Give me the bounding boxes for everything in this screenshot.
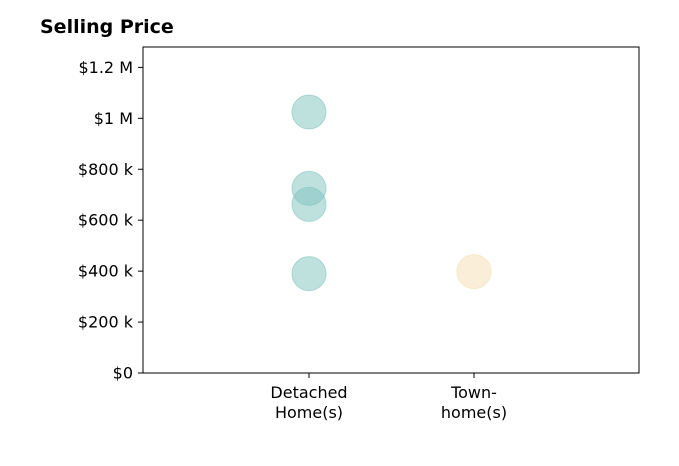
x-tick-label: Home(s) (275, 403, 343, 422)
y-tick-label: $800 k (78, 160, 134, 179)
y-tick-label: $1 M (94, 109, 133, 128)
x-tick-label: Town- (450, 383, 497, 402)
y-tick-label: $0 (113, 364, 133, 383)
marks-layer (291, 94, 492, 292)
y-tick-label: $1.2 M (78, 58, 133, 77)
x-tick-label: Detached (270, 383, 347, 402)
y-tick-label: $200 k (78, 313, 134, 332)
data-point (291, 186, 327, 222)
chart-title: Selling Price (40, 16, 174, 38)
plot-frame (142, 46, 640, 374)
x-tick-label: home(s) (441, 403, 507, 422)
axes-layer: $0 $200 k $400 k $600 k $800 k $1 M $1.2 M Deta… (78, 46, 640, 422)
data-point (291, 94, 327, 130)
y-tick-label: $400 k (78, 262, 134, 281)
y-tick-label: $600 k (78, 211, 134, 230)
data-point (291, 256, 327, 292)
data-point (456, 254, 492, 290)
